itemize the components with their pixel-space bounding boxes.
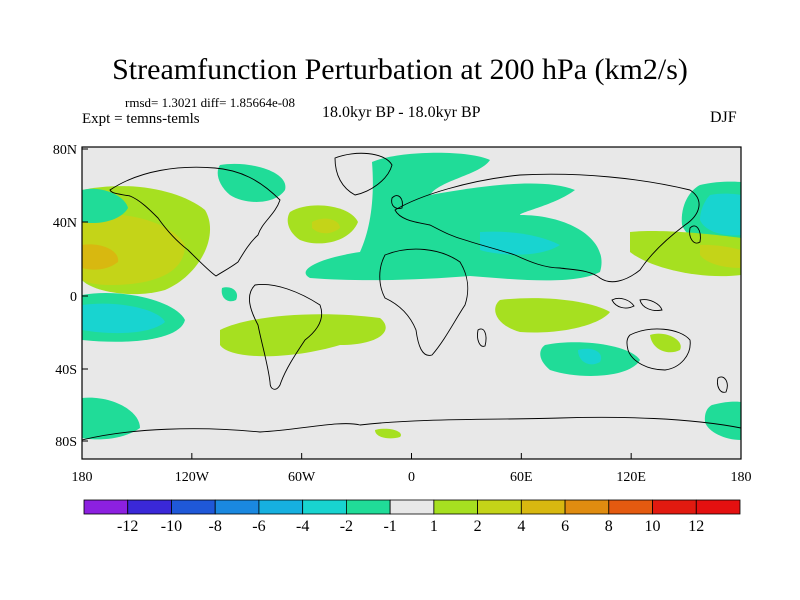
contour-np-neg (82, 188, 128, 224)
contour-field (82, 147, 741, 459)
colorbar-swatch (345, 499, 391, 515)
map-title: Streamfunction Perturbation at 200 hPa (… (112, 53, 688, 86)
colorbar-swatch (564, 499, 610, 515)
contour-peak-pacific (82, 244, 119, 270)
coast-eurasia (394, 173, 700, 283)
colorbar-swatch (652, 499, 697, 515)
contour-core-1 (480, 231, 560, 255)
colorbar-label: 10 (644, 518, 661, 535)
lat-tick-label: 40S (55, 363, 77, 378)
season-label: DJF (710, 109, 737, 126)
contour-sh-pos-2 (495, 298, 610, 333)
lat-tick-label: 80N (53, 143, 77, 158)
colorbar-label: 1 (429, 518, 438, 535)
colorbar-swatch (214, 499, 260, 515)
colorbar-swatch (127, 499, 172, 515)
colorbar-label: -6 (252, 518, 266, 535)
colorbar-label: 12 (688, 518, 705, 535)
axis-ticks (81, 148, 742, 459)
contour-atl-pos-core (312, 218, 340, 234)
coast-japan (689, 225, 701, 244)
contour-east-neg-core (700, 193, 741, 236)
colorbar-swatch (477, 499, 522, 515)
colorbar-swatch (171, 499, 216, 515)
colorbar-swatch (389, 499, 435, 515)
lon-tick-label: 180 (731, 470, 752, 485)
coast-new-zealand (717, 376, 728, 393)
coast-indonesia-1 (611, 297, 635, 309)
colorbar-swatch (608, 499, 653, 515)
colorbar-label: 2 (473, 518, 482, 535)
coastlines (82, 152, 741, 441)
coast-greenland (334, 152, 393, 196)
colorbar-label: -10 (160, 518, 183, 535)
lon-tick-label: 180 (72, 470, 93, 485)
contour-sh-pos-1 (220, 314, 386, 357)
coast-indonesia-2 (639, 299, 663, 311)
contour-east-pos (630, 231, 741, 277)
coast-uk (391, 195, 403, 209)
lon-tick-label: 60E (510, 470, 533, 485)
period-subtitle: 18.0kyr BP - 18.0kyr BP (322, 104, 481, 121)
colorbar-label: -4 (295, 518, 310, 535)
contour-sw-neg (82, 397, 140, 440)
colorbar-label: -2 (339, 518, 354, 535)
contour-core-neg-pacific (82, 303, 165, 334)
lon-tick-label: 120W (175, 470, 210, 485)
lon-tick-label: 120E (616, 470, 646, 485)
coast-south-america (248, 284, 323, 390)
contour-se-neg (704, 401, 741, 440)
experiment-label: Expt = temns-temls (82, 111, 200, 127)
contour-na-neg (217, 163, 286, 202)
colorbar-swatch (695, 499, 741, 515)
contour-sh-pos-3 (650, 333, 681, 353)
coast-australia (626, 328, 691, 371)
colorbar-swatch (302, 499, 347, 515)
axis-tick-labels: 80N 40N 0 40S 80S 180 120W 60W 0 60E 120E 180 (53, 143, 752, 485)
lon-tick-label: 0 (408, 470, 415, 485)
contour-ant-pos (375, 428, 401, 439)
colorbar-label: 6 (561, 518, 570, 535)
colorbar-swatch (83, 499, 129, 515)
colorbar-label: -1 (383, 518, 397, 535)
colorbar-swatch (520, 499, 566, 515)
lat-tick-label: 80S (55, 435, 77, 450)
contour-sh-neg-core (578, 348, 602, 365)
coast-madagascar (477, 328, 487, 347)
colorbar-swatch (258, 499, 304, 515)
stats-text: rmsd= 1.3021 diff= 1.85664e-08 (125, 95, 296, 110)
lat-tick-label: 0 (70, 290, 77, 305)
colorbar-label: -8 (208, 518, 222, 535)
lon-tick-label: 60W (288, 470, 316, 485)
colorbar-label: 8 (604, 518, 613, 535)
contour-small-neg (221, 287, 238, 302)
contour-east-pos-core (700, 244, 741, 268)
lat-tick-label: 40N (53, 216, 77, 231)
coast-antarctica (82, 416, 741, 441)
colorbar-swatch (433, 499, 479, 515)
coast-north-america (109, 166, 281, 277)
coast-africa (379, 248, 469, 356)
colorbar (83, 499, 741, 515)
colorbar-label: -12 (117, 518, 139, 535)
colorbar-label: 4 (517, 518, 526, 535)
